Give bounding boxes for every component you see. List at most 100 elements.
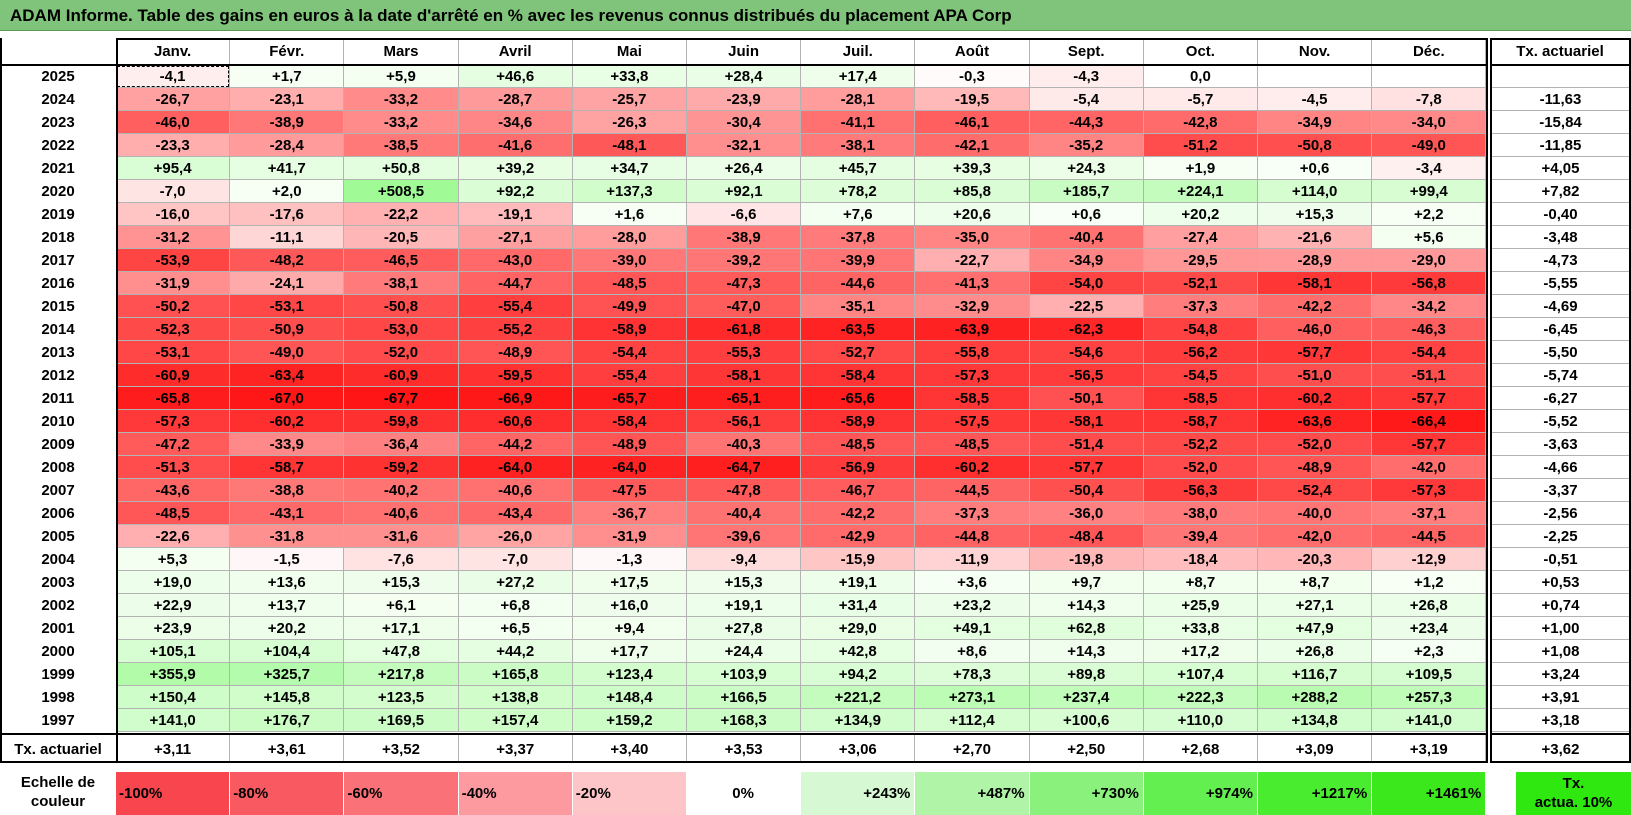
- table-cell: -34,9: [1029, 249, 1144, 272]
- table-cell: -40,3: [687, 433, 802, 456]
- table-cell: -22,7: [915, 249, 1030, 272]
- rate-cell: -5,74: [1490, 364, 1631, 387]
- table-cell: +137,3: [572, 180, 687, 203]
- table-cell: -27,4: [1143, 226, 1258, 249]
- rate-cell: -0,51: [1490, 548, 1631, 571]
- table-cell: -9,4: [687, 548, 802, 571]
- table-cell: -48,9: [1258, 456, 1373, 479]
- table-cell: -39,9: [801, 249, 916, 272]
- table-cell: -55,3: [687, 341, 802, 364]
- table-cell: +92,1: [687, 180, 802, 203]
- table-cell: +19,1: [801, 571, 916, 594]
- legend-label-line: Echelle de: [20, 774, 96, 791]
- table-cell: +17,2: [1143, 640, 1258, 663]
- table-cell: -1,3: [572, 548, 687, 571]
- table-cell: -31,2: [116, 226, 231, 249]
- table-cell: -4,5: [1258, 88, 1373, 111]
- table-cell: +6,1: [344, 594, 459, 617]
- table-cell: -51,2: [1143, 134, 1258, 157]
- month-header: Mai: [573, 38, 687, 65]
- table-cell: -51,4: [1029, 433, 1144, 456]
- legend-rate-swatch: Tx. actua. 10%: [1516, 772, 1631, 815]
- table-cell: +13,7: [230, 594, 345, 617]
- table-cell: -47,8: [687, 479, 802, 502]
- table-cell: -42,0: [1258, 525, 1373, 548]
- table-cell: -17,6: [230, 203, 345, 226]
- table-cell: +355,9: [116, 663, 231, 686]
- table-cell: -40,2: [344, 479, 459, 502]
- legend-step: +1217%: [1258, 772, 1373, 815]
- table-cell: -60,2: [1258, 387, 1373, 410]
- table-cell: -36,0: [1029, 502, 1144, 525]
- table-cell: -5,7: [1143, 88, 1258, 111]
- table-cell: +150,4: [116, 686, 231, 709]
- table-cell: +45,7: [801, 157, 916, 180]
- table-cell: -31,9: [116, 272, 231, 295]
- legend-rate-line: Tx.: [1562, 775, 1585, 792]
- legend-step: -80%: [230, 772, 345, 815]
- table-cell: +221,2: [801, 686, 916, 709]
- rate-cell: [1490, 65, 1631, 88]
- rate-cell: -5,52: [1490, 410, 1631, 433]
- month-header: Févr.: [230, 38, 345, 65]
- table-cell: -35,0: [915, 226, 1030, 249]
- table-cell: +14,3: [1029, 640, 1144, 663]
- table-cell: -58,7: [230, 456, 345, 479]
- rate-cell: -11,85: [1490, 134, 1631, 157]
- rate-header: Tx. actuariel: [1490, 38, 1631, 65]
- table-cell: -43,4: [458, 502, 573, 525]
- table-cell: -22,2: [344, 203, 459, 226]
- year-label: 2015: [41, 298, 75, 315]
- table-cell: -18,4: [1143, 548, 1258, 571]
- table-cell: -43,0: [458, 249, 573, 272]
- year-label: 2002: [41, 597, 75, 614]
- table-cell: +110,0: [1143, 709, 1258, 732]
- legend-step: -60%: [344, 772, 459, 815]
- table-cell: -50,2: [116, 295, 231, 318]
- table-cell: -54,5: [1143, 364, 1258, 387]
- table-cell: +169,5: [344, 709, 459, 732]
- table-cell: +288,2: [1258, 686, 1373, 709]
- table-cell: -46,5: [344, 249, 459, 272]
- table-cell: -52,4: [1258, 479, 1373, 502]
- table-cell: -58,1: [687, 364, 802, 387]
- table-cell: -21,6: [1258, 226, 1373, 249]
- table-cell: -40,6: [458, 479, 573, 502]
- table-cell: +47,9: [1258, 617, 1373, 640]
- year-label: 2001: [41, 620, 75, 637]
- table-cell: +148,4: [572, 686, 687, 709]
- table-cell: -11,1: [230, 226, 345, 249]
- table-cell: -29,0: [1372, 249, 1487, 272]
- table-cell: +112,4: [915, 709, 1030, 732]
- table-cell: -41,1: [801, 111, 916, 134]
- table-cell: +20,2: [1143, 203, 1258, 226]
- table-cell: +47,8: [344, 640, 459, 663]
- legend-step: 0%: [687, 772, 802, 815]
- table-cell: -37,1: [1372, 502, 1487, 525]
- table-cell: -7,0: [116, 180, 231, 203]
- table-cell: -38,1: [801, 134, 916, 157]
- table-cell: -28,4: [230, 134, 345, 157]
- year-label: 2018: [41, 229, 75, 246]
- table-cell: -49,0: [1372, 134, 1487, 157]
- table-cell: +42,8: [801, 640, 916, 663]
- table-cell: -44,5: [1372, 525, 1487, 548]
- table-cell: -38,0: [1143, 502, 1258, 525]
- table-cell: +217,8: [344, 663, 459, 686]
- table-cell: -51,3: [116, 456, 231, 479]
- legend-label-line: couleur: [30, 793, 86, 810]
- month-header: Août: [915, 38, 1030, 65]
- table-cell: -25,7: [572, 88, 687, 111]
- table-cell: -57,7: [1372, 433, 1487, 456]
- table-cell: -31,8: [230, 525, 345, 548]
- table-cell: -43,1: [230, 502, 345, 525]
- table-cell: +78,2: [801, 180, 916, 203]
- table-cell: -44,7: [458, 272, 573, 295]
- footer-label: Tx. actuariel: [14, 740, 102, 758]
- month-header: Janv.: [116, 38, 231, 65]
- table-cell: -60,2: [230, 410, 345, 433]
- rate-cell: -11,63: [1490, 88, 1631, 111]
- table-cell: [1258, 65, 1373, 88]
- table-cell: [1372, 65, 1487, 88]
- table-cell: +273,1: [915, 686, 1030, 709]
